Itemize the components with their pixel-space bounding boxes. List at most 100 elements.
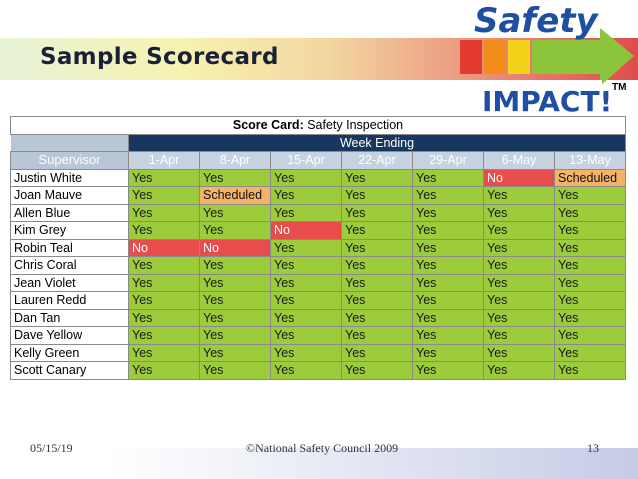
slide-title: Sample Scorecard xyxy=(40,44,279,70)
status-cell: Yes xyxy=(341,308,413,327)
status-cell: Yes xyxy=(128,168,200,187)
status-cell: Yes xyxy=(554,308,626,327)
week-date-header: 29-Apr xyxy=(412,151,484,170)
supervisor-name: Scott Canary xyxy=(10,361,129,380)
status-cell: Yes xyxy=(270,256,342,275)
status-cell: Yes xyxy=(412,308,484,327)
week-ending-row: Week Ending xyxy=(10,133,626,152)
logo-trademark: TM xyxy=(612,82,627,93)
status-cell: Yes xyxy=(554,361,626,380)
status-cell: Yes xyxy=(483,238,555,257)
status-cell: Yes xyxy=(554,256,626,275)
footer-gradient-bar xyxy=(110,448,638,479)
status-cell: Yes xyxy=(554,291,626,310)
status-cell: Yes xyxy=(199,273,271,292)
status-cell: Yes xyxy=(412,186,484,205)
status-cell: Yes xyxy=(412,238,484,257)
status-cell: Yes xyxy=(270,326,342,345)
supervisor-name: Lauren Redd xyxy=(10,291,129,310)
status-cell: Yes xyxy=(341,168,413,187)
status-cell: Yes xyxy=(128,221,200,240)
status-cell: Yes xyxy=(483,186,555,205)
status-cell: Yes xyxy=(128,343,200,362)
status-cell: Yes xyxy=(554,221,626,240)
status-cell: Yes xyxy=(341,221,413,240)
table-row: Robin Teal No No Yes Yes Yes Yes Yes xyxy=(10,238,626,257)
supervisor-name: Justin White xyxy=(10,168,129,187)
header-blank xyxy=(10,134,129,152)
status-cell: Yes xyxy=(341,326,413,345)
status-cell: Yes xyxy=(483,291,555,310)
week-date-header: 8-Apr xyxy=(199,151,271,170)
table-row: Scott Canary Yes Yes Yes Yes Yes Yes Yes xyxy=(10,361,626,380)
status-cell: Yes xyxy=(483,221,555,240)
status-cell: Yes xyxy=(199,343,271,362)
status-cell: Yes xyxy=(412,291,484,310)
status-cell: Yes xyxy=(128,203,200,222)
table-row: Dave Yellow Yes Yes Yes Yes Yes Yes Yes xyxy=(10,326,626,345)
status-cell: Yes xyxy=(270,291,342,310)
status-cell: Yes xyxy=(341,361,413,380)
status-cell: Yes xyxy=(412,273,484,292)
status-cell: Yes xyxy=(199,203,271,222)
status-cell: Yes xyxy=(412,168,484,187)
footer-date: 05/15/19 xyxy=(30,441,73,455)
status-cell: Yes xyxy=(199,221,271,240)
week-date-header: 15-Apr xyxy=(270,151,342,170)
table-row: Allen Blue Yes Yes Yes Yes Yes Yes Yes xyxy=(10,203,626,222)
table-row: Justin White Yes Yes Yes Yes Yes No Scheduled xyxy=(10,168,626,187)
status-cell: Yes xyxy=(412,256,484,275)
supervisor-header: Supervisor xyxy=(10,151,129,170)
status-cell: Yes xyxy=(554,238,626,257)
table-row: Kim Grey Yes Yes No Yes Yes Yes Yes xyxy=(10,221,626,240)
safety-impact-logo: Safety IMPACT! xyxy=(460,1,634,118)
week-date-header: 1-Apr xyxy=(128,151,200,170)
supervisor-name: Dan Tan xyxy=(10,308,129,327)
status-cell: Yes xyxy=(554,326,626,345)
status-cell: Yes xyxy=(483,273,555,292)
status-cell: Yes xyxy=(554,203,626,222)
status-cell: Yes xyxy=(554,273,626,292)
status-cell: Yes xyxy=(412,361,484,380)
status-cell: Yes xyxy=(270,361,342,380)
status-cell: Yes xyxy=(412,343,484,362)
status-cell: Yes xyxy=(554,343,626,362)
scorecard-table: Score Card: Safety Inspection Week Ending… xyxy=(10,116,626,380)
table-row: Dan Tan Yes Yes Yes Yes Yes Yes Yes xyxy=(10,308,626,327)
supervisor-name: Kim Grey xyxy=(10,221,129,240)
status-cell: Yes xyxy=(128,326,200,345)
status-cell: No xyxy=(199,238,271,257)
caption-text: Safety Inspection xyxy=(303,118,404,133)
status-cell: Yes xyxy=(483,361,555,380)
caption-row: Score Card: Safety Inspection xyxy=(10,116,626,135)
table-row: Jean Violet Yes Yes Yes Yes Yes Yes Yes xyxy=(10,273,626,292)
table-row: Chris Coral Yes Yes Yes Yes Yes Yes Yes xyxy=(10,256,626,275)
status-cell: Yes xyxy=(270,238,342,257)
status-cell: Yes xyxy=(199,308,271,327)
status-cell: Yes xyxy=(412,203,484,222)
status-cell: Yes xyxy=(483,203,555,222)
logo-safety-text: Safety xyxy=(474,1,600,41)
week-date-header: 6-May xyxy=(483,151,555,170)
table-row: Lauren Redd Yes Yes Yes Yes Yes Yes Yes xyxy=(10,291,626,310)
status-cell: Yes xyxy=(199,326,271,345)
status-cell: Yes xyxy=(270,273,342,292)
supervisor-name: Jean Violet xyxy=(10,273,129,292)
week-date-header: 13-May xyxy=(554,151,626,170)
status-cell: No xyxy=(270,221,342,240)
week-ending-header: Week Ending xyxy=(128,133,626,152)
supervisor-name: Kelly Green xyxy=(10,343,129,362)
status-cell: Yes xyxy=(341,203,413,222)
status-cell: Yes xyxy=(128,308,200,327)
status-cell: No xyxy=(483,168,555,187)
supervisor-name: Allen Blue xyxy=(10,203,129,222)
status-cell: Yes xyxy=(412,326,484,345)
status-cell: Yes xyxy=(128,186,200,205)
supervisor-name: Joan Mauve xyxy=(10,186,129,205)
status-cell: Yes xyxy=(128,273,200,292)
status-cell: Yes xyxy=(199,256,271,275)
footer-page-number: 13 xyxy=(587,441,599,455)
table-row: Kelly Green Yes Yes Yes Yes Yes Yes Yes xyxy=(10,343,626,362)
status-cell: Scheduled xyxy=(199,186,271,205)
status-cell: Yes xyxy=(483,326,555,345)
